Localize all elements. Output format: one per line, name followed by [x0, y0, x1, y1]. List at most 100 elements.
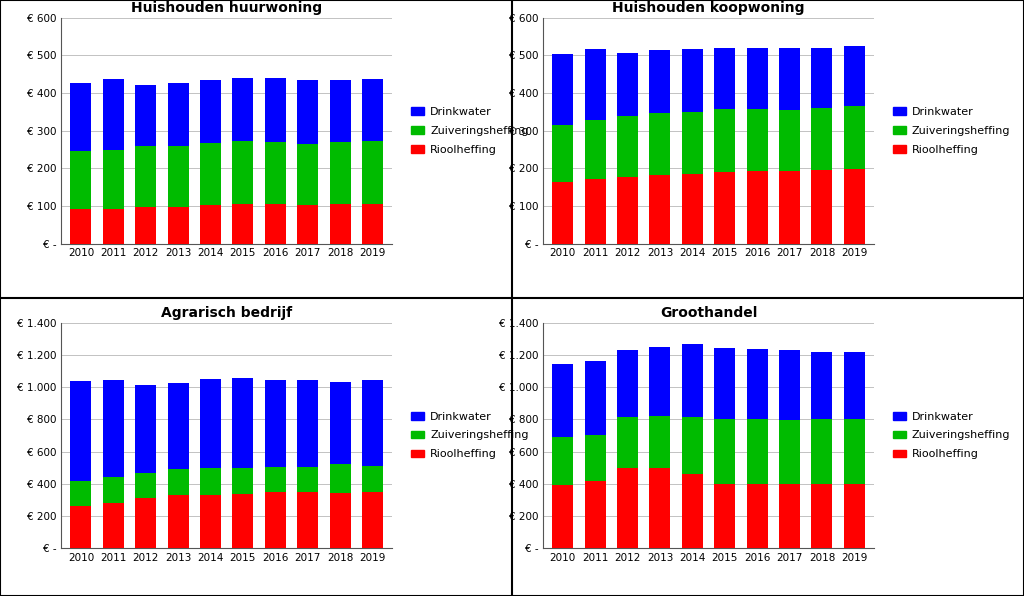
Bar [102, 477, 124, 503]
Bar [779, 48, 800, 110]
Bar [617, 116, 638, 177]
Bar [71, 151, 91, 209]
Bar [844, 420, 865, 484]
Bar [779, 420, 800, 484]
Bar [265, 380, 286, 467]
Bar [552, 437, 573, 485]
Bar [265, 142, 286, 204]
Bar [330, 464, 350, 493]
Bar [361, 204, 383, 244]
Bar [617, 53, 638, 116]
Bar [200, 495, 221, 548]
Bar [200, 143, 221, 205]
Bar [811, 48, 833, 108]
Legend: Drinkwater, Zuiveringsheffing, Rioolheffing: Drinkwater, Zuiveringsheffing, Rioolheff… [891, 105, 1013, 157]
Bar [552, 485, 573, 548]
Bar [714, 484, 735, 548]
Bar [71, 83, 91, 151]
Bar [71, 381, 91, 481]
Bar [330, 493, 350, 548]
Bar [746, 172, 768, 244]
Bar [682, 343, 702, 417]
Bar [617, 468, 638, 548]
Bar [232, 204, 253, 244]
Bar [844, 352, 865, 420]
Bar [102, 209, 124, 244]
Bar [682, 474, 702, 548]
Bar [361, 79, 383, 141]
Bar [200, 205, 221, 244]
Legend: Drinkwater, Zuiveringsheffing, Rioolheffing: Drinkwater, Zuiveringsheffing, Rioolheff… [891, 409, 1013, 461]
Bar [265, 492, 286, 548]
Bar [779, 171, 800, 244]
Bar [71, 481, 91, 506]
Bar [714, 172, 735, 244]
Bar [200, 468, 221, 495]
Bar [200, 80, 221, 143]
Bar [330, 204, 350, 244]
Bar [361, 466, 383, 492]
Bar [811, 484, 833, 548]
Bar [330, 382, 350, 464]
Bar [585, 120, 606, 179]
Bar [330, 80, 350, 142]
Bar [71, 209, 91, 244]
Bar [135, 498, 157, 548]
Bar [102, 150, 124, 209]
Bar [102, 380, 124, 477]
Bar [844, 169, 865, 244]
Bar [714, 109, 735, 172]
Bar [297, 80, 318, 144]
Bar [617, 417, 638, 468]
Title: Groothandel: Groothandel [659, 306, 757, 320]
Bar [297, 467, 318, 492]
Bar [361, 380, 383, 466]
Bar [297, 144, 318, 205]
Bar [168, 146, 188, 207]
Bar [265, 467, 286, 492]
Title: Huishouden huurwoning: Huishouden huurwoning [131, 1, 323, 15]
Bar [200, 379, 221, 468]
Bar [71, 506, 91, 548]
Bar [552, 125, 573, 182]
Bar [779, 350, 800, 420]
Bar [552, 54, 573, 125]
Bar [168, 383, 188, 469]
Title: Huishouden koopwoning: Huishouden koopwoning [612, 1, 805, 15]
Bar [135, 85, 157, 146]
Bar [102, 79, 124, 150]
Bar [844, 46, 865, 106]
Bar [779, 110, 800, 171]
Bar [649, 347, 671, 417]
Bar [265, 204, 286, 244]
Bar [649, 468, 671, 548]
Bar [552, 364, 573, 437]
Bar [746, 48, 768, 109]
Bar [811, 170, 833, 244]
Bar [135, 146, 157, 207]
Bar [585, 434, 606, 482]
Legend: Drinkwater, Zuiveringsheffing, Rioolheffing: Drinkwater, Zuiveringsheffing, Rioolheff… [409, 409, 530, 461]
Bar [649, 417, 671, 468]
Bar [746, 349, 768, 420]
Bar [297, 380, 318, 467]
Bar [811, 352, 833, 420]
Bar [585, 49, 606, 120]
Bar [585, 361, 606, 434]
Bar [779, 484, 800, 548]
Bar [297, 492, 318, 548]
Bar [168, 207, 188, 244]
Bar [135, 207, 157, 244]
Bar [135, 473, 157, 498]
Bar [714, 48, 735, 109]
Bar [232, 378, 253, 467]
Bar [232, 77, 253, 141]
Bar [682, 174, 702, 244]
Bar [844, 106, 865, 169]
Bar [811, 108, 833, 170]
Bar [649, 50, 671, 113]
Bar [682, 49, 702, 112]
Bar [168, 495, 188, 548]
Legend: Drinkwater, Zuiveringsheffing, Rioolheffing: Drinkwater, Zuiveringsheffing, Rioolheff… [409, 105, 530, 157]
Bar [649, 113, 671, 175]
